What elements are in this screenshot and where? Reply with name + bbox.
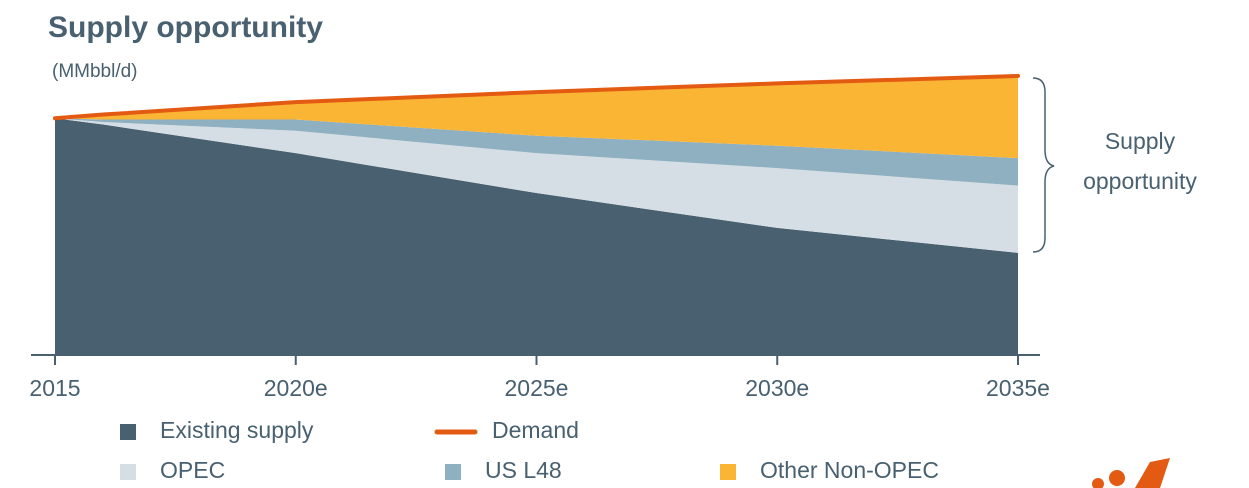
legend-swatch xyxy=(120,464,136,480)
chart-subtitle: (MMbbl/d) xyxy=(52,61,138,82)
legend-label: US L48 xyxy=(485,457,562,483)
x-tick-label: 2030e xyxy=(745,375,809,401)
annotation-line: opportunity xyxy=(1083,168,1197,194)
x-tick-label: 2025e xyxy=(505,375,569,401)
area xyxy=(55,118,1018,253)
legend-label: OPEC xyxy=(160,457,225,483)
annotation-line: Supply xyxy=(1105,128,1176,154)
area xyxy=(55,118,1018,186)
legend-label: Demand xyxy=(492,417,579,443)
area xyxy=(55,118,1018,356)
legend-label: Other Non-OPEC xyxy=(760,457,939,483)
legend-swatch xyxy=(445,464,461,480)
annotation: Supply opportunity xyxy=(1083,128,1197,194)
line xyxy=(53,73,1020,121)
x-tick-label: 2015 xyxy=(29,375,80,401)
area xyxy=(55,75,1018,159)
legend-swatch xyxy=(720,464,736,480)
bracket xyxy=(1032,77,1055,253)
legend-label: Existing supply xyxy=(160,417,314,443)
logo xyxy=(1092,458,1170,488)
legend-swatch xyxy=(120,424,136,440)
x-tick-label: 2035e xyxy=(986,375,1050,401)
chart-title: Supply opportunity xyxy=(48,11,323,44)
x-tick-label: 2020e xyxy=(264,375,328,401)
areas xyxy=(55,75,1018,356)
